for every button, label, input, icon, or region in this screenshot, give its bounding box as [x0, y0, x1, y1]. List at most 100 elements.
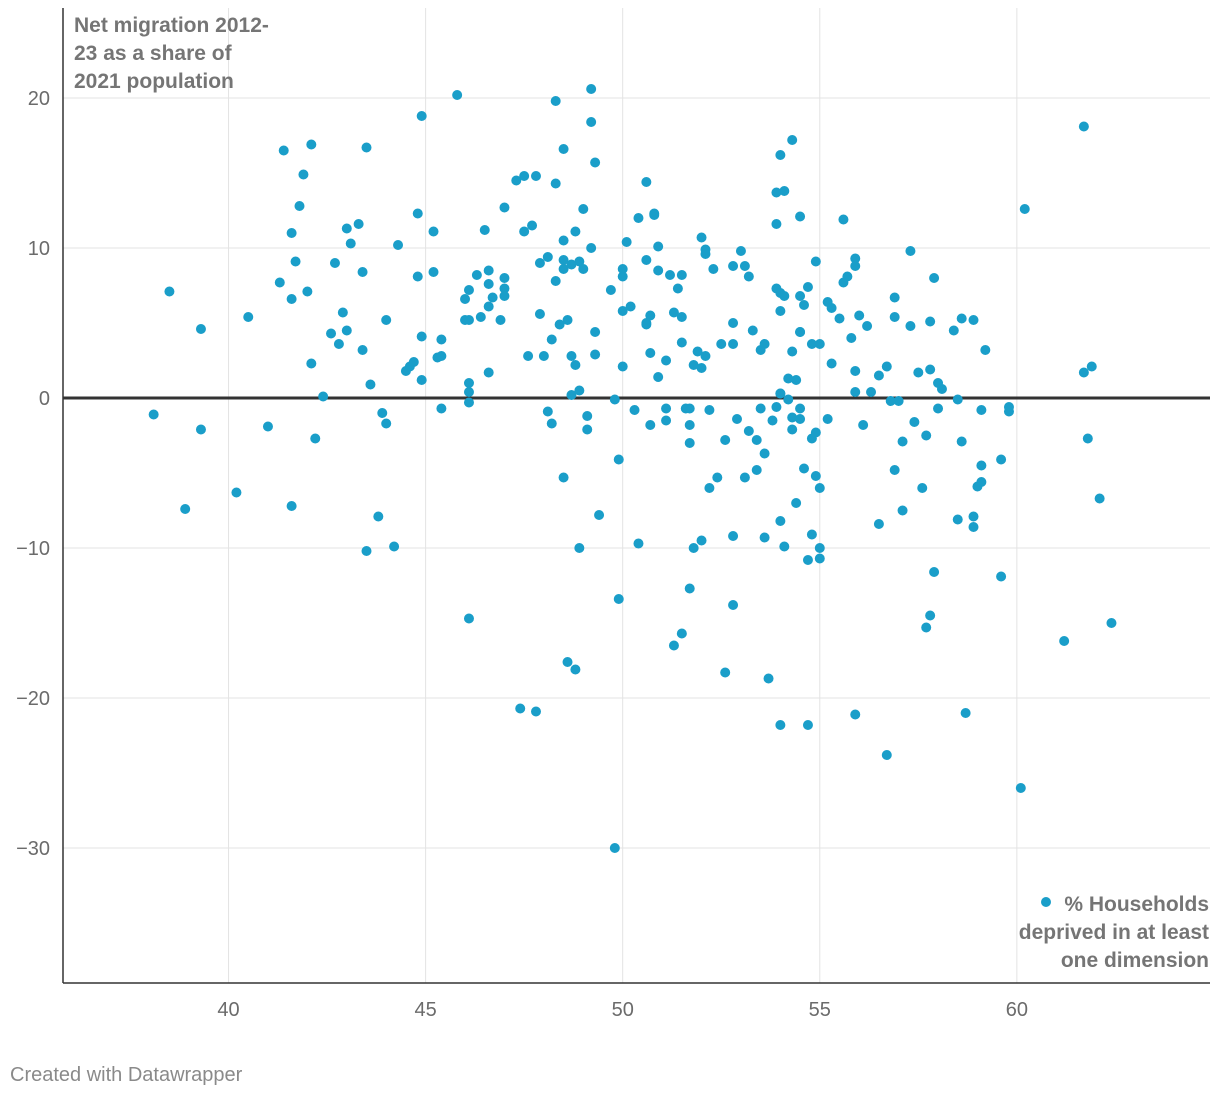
- data-point: [645, 348, 656, 358]
- data-point: [925, 364, 936, 375]
- data-point: [290, 256, 301, 267]
- legend-label-line-1: % Households: [1064, 893, 1209, 916]
- data-point: [609, 394, 620, 405]
- data-point: [590, 349, 601, 360]
- data-point: [381, 315, 392, 325]
- data-point: [779, 186, 790, 196]
- data-point: [728, 339, 739, 349]
- data-point: [302, 286, 313, 297]
- data-point: [515, 703, 526, 714]
- data-point: [519, 226, 530, 237]
- legend-marker: [1041, 897, 1051, 907]
- data-point: [708, 264, 719, 274]
- data-point: [700, 351, 711, 361]
- data-point: [286, 501, 297, 511]
- data-point: [775, 150, 786, 160]
- data-point: [428, 267, 439, 277]
- data-point: [802, 720, 813, 730]
- data-point: [653, 372, 664, 382]
- data-point: [538, 351, 549, 361]
- data-point: [759, 448, 770, 459]
- data-point: [460, 294, 471, 304]
- data-point: [231, 487, 242, 498]
- data-point: [728, 261, 739, 271]
- data-point: [795, 403, 806, 414]
- data-point: [661, 355, 672, 366]
- data-point: [594, 510, 605, 520]
- data-point: [684, 438, 695, 448]
- data-point: [873, 519, 884, 529]
- data-point: [791, 375, 802, 385]
- data-point: [574, 543, 585, 553]
- x-axis-ticks: 40 45 50 55 60: [217, 999, 1028, 1021]
- data-point: [554, 319, 565, 330]
- data-point: [1078, 121, 1089, 132]
- data-point: [487, 292, 498, 303]
- data-point: [858, 420, 869, 430]
- data-points: [148, 84, 1117, 853]
- data-point: [704, 483, 715, 493]
- data-point: [684, 420, 695, 430]
- y-axis-title-line-2: 23 as a share of: [74, 42, 233, 65]
- data-point: [471, 270, 482, 280]
- data-point: [625, 301, 636, 312]
- data-point: [775, 306, 786, 316]
- data-point: [956, 436, 967, 447]
- data-point: [617, 264, 628, 274]
- data-point: [416, 111, 427, 121]
- data-point: [546, 418, 557, 429]
- data-point: [341, 223, 352, 234]
- data-point: [306, 139, 317, 150]
- grid-lines: [63, 8, 1210, 983]
- data-point: [570, 360, 581, 370]
- data-point: [976, 405, 987, 415]
- data-point: [483, 279, 494, 289]
- data-point: [542, 252, 553, 262]
- data-point: [889, 312, 900, 322]
- data-point: [775, 388, 786, 399]
- data-point: [779, 291, 790, 301]
- legend: % Households deprived in at least one di…: [1019, 893, 1209, 972]
- data-point: [905, 246, 916, 256]
- data-point: [925, 610, 936, 621]
- data-point: [665, 270, 676, 280]
- data-point: [822, 414, 833, 424]
- data-point: [586, 243, 597, 253]
- data-point: [463, 397, 474, 408]
- data-point: [795, 211, 806, 222]
- data-point: [530, 706, 541, 717]
- data-point: [771, 187, 782, 198]
- data-point: [775, 516, 786, 526]
- data-point: [976, 477, 987, 487]
- data-point: [787, 135, 798, 145]
- data-point: [676, 628, 687, 639]
- data-point: [1086, 361, 1097, 372]
- data-point: [310, 433, 321, 444]
- data-point: [633, 538, 644, 549]
- data-point: [534, 309, 545, 319]
- data-point: [609, 843, 620, 853]
- data-point: [873, 370, 884, 381]
- data-point: [558, 472, 569, 483]
- data-point: [641, 255, 652, 265]
- data-point: [570, 664, 581, 675]
- data-point: [661, 403, 672, 414]
- y-tick-label: −10: [16, 538, 50, 560]
- data-point: [787, 424, 798, 435]
- data-point: [909, 417, 920, 427]
- data-point: [613, 594, 624, 604]
- data-point: [968, 522, 979, 532]
- data-point: [732, 414, 743, 424]
- data-point: [810, 256, 821, 267]
- data-point: [767, 415, 778, 426]
- y-tick-label: −30: [16, 838, 50, 860]
- data-point: [373, 511, 384, 522]
- data-point: [810, 427, 821, 438]
- data-point: [605, 285, 616, 295]
- data-point: [692, 346, 703, 357]
- data-point: [475, 312, 486, 322]
- data-point: [728, 600, 739, 610]
- data-point: [676, 270, 687, 280]
- data-point: [759, 532, 770, 543]
